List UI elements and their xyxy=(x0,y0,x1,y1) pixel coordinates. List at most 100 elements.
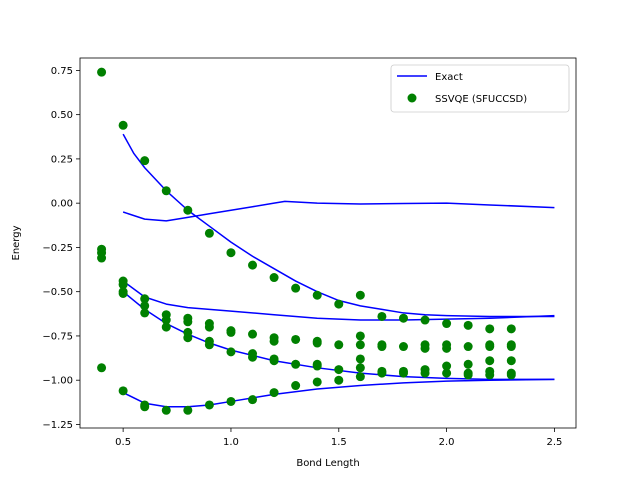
ssvqe-data-point xyxy=(398,313,408,323)
ssvqe-data-point xyxy=(442,319,452,329)
ssvqe-data-point xyxy=(312,290,322,300)
ssvqe-data-point xyxy=(334,340,344,350)
ssvqe-data-point xyxy=(161,186,171,196)
x-axis-label: Bond Length xyxy=(296,458,359,469)
ssvqe-data-point xyxy=(269,388,279,398)
y-tick-label: 0.75 xyxy=(51,66,73,77)
ssvqe-data-point xyxy=(248,352,258,362)
ssvqe-data-point xyxy=(97,67,107,77)
ssvqe-data-point xyxy=(161,315,171,325)
ssvqe-data-point xyxy=(291,359,301,369)
ssvqe-data-point xyxy=(442,361,452,371)
ssvqe-data-point xyxy=(463,370,473,380)
ssvqe-data-point xyxy=(312,338,322,348)
ssvqe-data-point xyxy=(118,288,128,298)
ssvqe-data-point xyxy=(355,363,365,373)
y-tick-label: −0.75 xyxy=(42,331,73,342)
ssvqe-data-point xyxy=(485,324,495,334)
ssvqe-data-point xyxy=(118,120,128,130)
ssvqe-data-point xyxy=(183,205,193,215)
ssvqe-data-point xyxy=(355,290,365,300)
ssvqe-data-point xyxy=(506,356,516,366)
ssvqe-data-point xyxy=(506,342,516,352)
ssvqe-data-point xyxy=(334,375,344,385)
axes-border xyxy=(79,57,577,429)
ssvqe-data-point xyxy=(183,317,193,327)
plot-area xyxy=(79,57,577,429)
ssvqe-data-point xyxy=(140,402,150,412)
ssvqe-data-point xyxy=(312,361,322,371)
ssvqe-data-point xyxy=(269,356,279,366)
ssvqe-data-point xyxy=(140,156,150,166)
ssvqe-data-point xyxy=(183,405,193,415)
ssvqe-points-layer xyxy=(97,67,516,415)
legend-ssvqe-label: SSVQE (SFUCCSD) xyxy=(435,94,527,105)
legend-box xyxy=(390,64,570,113)
ssvqe-data-point xyxy=(355,372,365,382)
ssvqe-data-point xyxy=(420,343,430,353)
ssvqe-data-point xyxy=(269,336,279,346)
legend: Exact SSVQE (SFUCCSD) xyxy=(390,64,570,113)
ssvqe-data-point xyxy=(506,370,516,380)
ssvqe-data-point xyxy=(140,308,150,318)
ssvqe-data-point xyxy=(398,342,408,352)
legend-ssvqe-marker-swatch xyxy=(407,93,417,103)
y-axis-ticks: 0.75 0.50 0.25 0.00 −0.25 −0.50 −0.75 −1.00 −1.2… xyxy=(42,66,80,431)
ssvqe-data-point xyxy=(204,228,214,238)
ssvqe-data-point xyxy=(506,324,516,334)
ssvqe-data-point xyxy=(420,368,430,378)
y-tick-label: 0.50 xyxy=(51,110,73,121)
ssvqe-data-point xyxy=(355,354,365,364)
ssvqe-data-point xyxy=(118,280,128,290)
ssvqe-data-point xyxy=(204,340,214,350)
ssvqe-data-point xyxy=(97,363,107,373)
y-tick-label: 0.00 xyxy=(51,199,73,210)
y-axis-label: Energy xyxy=(11,225,22,260)
ssvqe-data-point xyxy=(140,294,150,304)
ssvqe-data-point xyxy=(226,347,236,357)
y-tick-label: 0.25 xyxy=(51,154,73,165)
ssvqe-data-point xyxy=(291,283,301,293)
x-tick-label: 0.5 xyxy=(115,437,131,448)
ssvqe-data-point xyxy=(204,322,214,332)
ssvqe-data-point xyxy=(355,340,365,350)
ssvqe-data-point xyxy=(140,301,150,311)
ssvqe-data-point xyxy=(463,359,473,369)
legend-exact-label: Exact xyxy=(435,72,463,83)
ssvqe-data-point xyxy=(161,322,171,332)
ssvqe-data-point xyxy=(248,329,258,339)
ssvqe-data-point xyxy=(377,311,387,321)
x-tick-label: 2.5 xyxy=(546,437,562,448)
ssvqe-data-point xyxy=(97,253,107,263)
ssvqe-data-point xyxy=(161,405,171,415)
ssvqe-data-point xyxy=(442,343,452,353)
ssvqe-data-point xyxy=(248,395,258,405)
ssvqe-data-point xyxy=(355,331,365,341)
ssvqe-data-point xyxy=(442,368,452,378)
x-tick-label: 2.0 xyxy=(439,437,455,448)
ssvqe-data-point xyxy=(291,381,301,391)
ssvqe-data-point xyxy=(334,299,344,309)
ssvqe-data-point xyxy=(226,396,236,406)
x-axis-ticks: 0.5 1.0 1.5 2.0 2.5 xyxy=(115,428,562,448)
y-tick-label: −1.00 xyxy=(42,376,73,387)
ssvqe-data-point xyxy=(183,333,193,343)
ssvqe-data-point xyxy=(334,365,344,375)
ssvqe-data-point xyxy=(485,356,495,366)
ssvqe-data-point xyxy=(226,248,236,258)
ssvqe-data-point xyxy=(248,260,258,270)
ssvqe-data-point xyxy=(291,334,301,344)
ssvqe-data-point xyxy=(312,377,322,387)
ssvqe-data-point xyxy=(377,342,387,352)
ssvqe-data-point xyxy=(463,342,473,352)
x-tick-label: 1.5 xyxy=(331,437,347,448)
ssvqe-data-point xyxy=(485,370,495,380)
ssvqe-data-point xyxy=(398,368,408,378)
ssvqe-data-point xyxy=(269,273,279,283)
y-tick-label: −0.25 xyxy=(42,243,73,254)
y-tick-label: −1.25 xyxy=(42,420,73,431)
y-tick-label: −0.50 xyxy=(42,287,73,298)
ssvqe-data-point xyxy=(118,386,128,396)
ssvqe-data-point xyxy=(485,342,495,352)
